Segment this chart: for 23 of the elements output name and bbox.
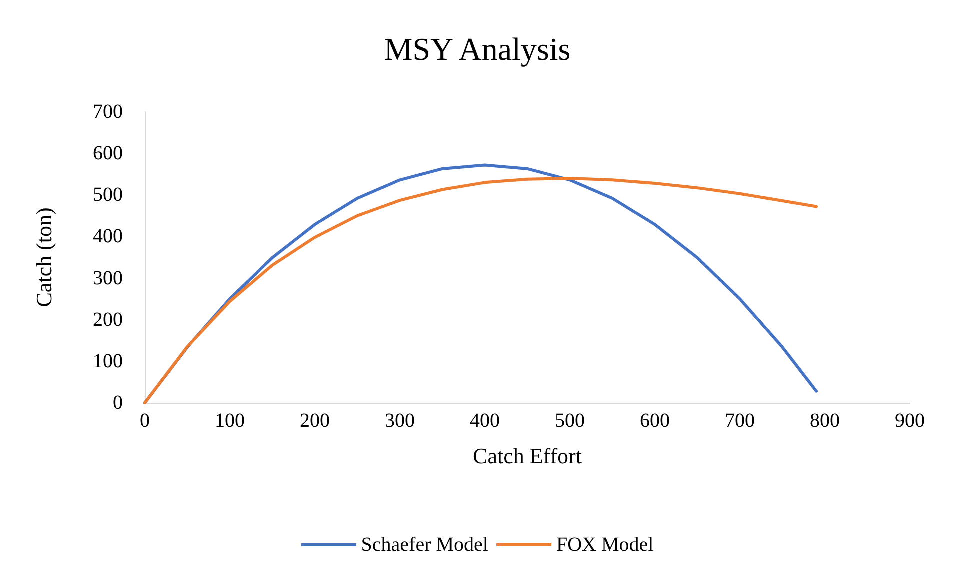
y-tick-label: 200 — [93, 308, 123, 331]
x-tick-label: 300 — [385, 410, 415, 432]
x-tick-label: 900 — [895, 410, 925, 432]
x-axis-title: Catch Effort — [473, 444, 582, 468]
chart-title: MSY Analysis — [384, 31, 571, 67]
x-tick-label: 700 — [725, 410, 755, 432]
y-tick-label: 100 — [93, 350, 123, 372]
x-tick-label: 400 — [470, 410, 500, 432]
y-tick-label: 500 — [93, 184, 123, 206]
y-tick-label: 600 — [93, 142, 123, 165]
y-tick-label: 400 — [93, 226, 123, 248]
y-tick-label: 300 — [93, 267, 123, 290]
y-tick-label: 700 — [93, 101, 123, 123]
x-tick-label: 0 — [140, 410, 150, 432]
legend-label: FOX Model — [556, 534, 654, 556]
x-tick-label: 600 — [640, 410, 670, 432]
x-tick-label: 100 — [215, 410, 245, 432]
y-tick-label: 0 — [113, 392, 123, 414]
x-tick-label: 200 — [300, 410, 330, 432]
legend-label: Schaefer Model — [361, 534, 489, 556]
x-tick-label: 500 — [555, 410, 585, 432]
y-axis-title: Catch (ton) — [32, 208, 56, 308]
x-tick-label: 800 — [810, 410, 840, 432]
